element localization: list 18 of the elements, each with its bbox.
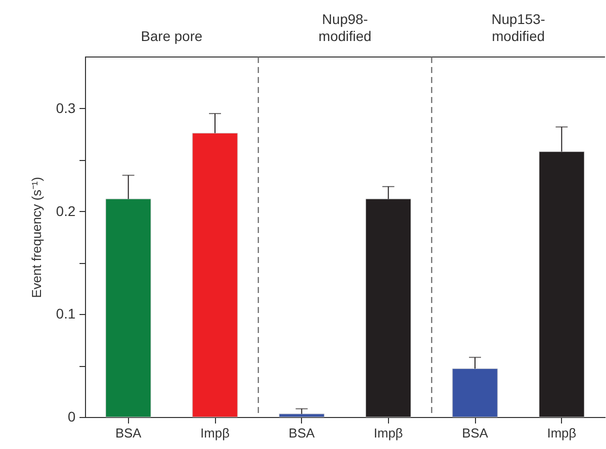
x-tick-label: BSA xyxy=(288,426,315,440)
x-tick-label: BSA xyxy=(115,426,142,440)
bar xyxy=(192,132,238,418)
bar xyxy=(452,368,498,418)
bar xyxy=(278,414,324,418)
bar xyxy=(106,198,152,418)
text: Nup153- modified xyxy=(491,11,546,44)
y-tick-label: 0.2 xyxy=(56,202,76,219)
y-tick-label: 0.1 xyxy=(56,306,76,322)
y-axis-title: Event frequency (s⁻¹) xyxy=(29,176,44,298)
y-tick-label: 0.3 xyxy=(56,100,76,116)
text: Bare pore xyxy=(140,28,203,44)
text: Nup98- modified xyxy=(318,11,372,44)
x-tick-label: BSA xyxy=(462,426,488,440)
y-tick-label: 0 xyxy=(68,408,76,424)
x-tick-label: Impβ xyxy=(200,426,230,440)
x-tick-label: Impβ xyxy=(547,426,576,440)
x-tick-label: Impβ xyxy=(374,426,403,440)
